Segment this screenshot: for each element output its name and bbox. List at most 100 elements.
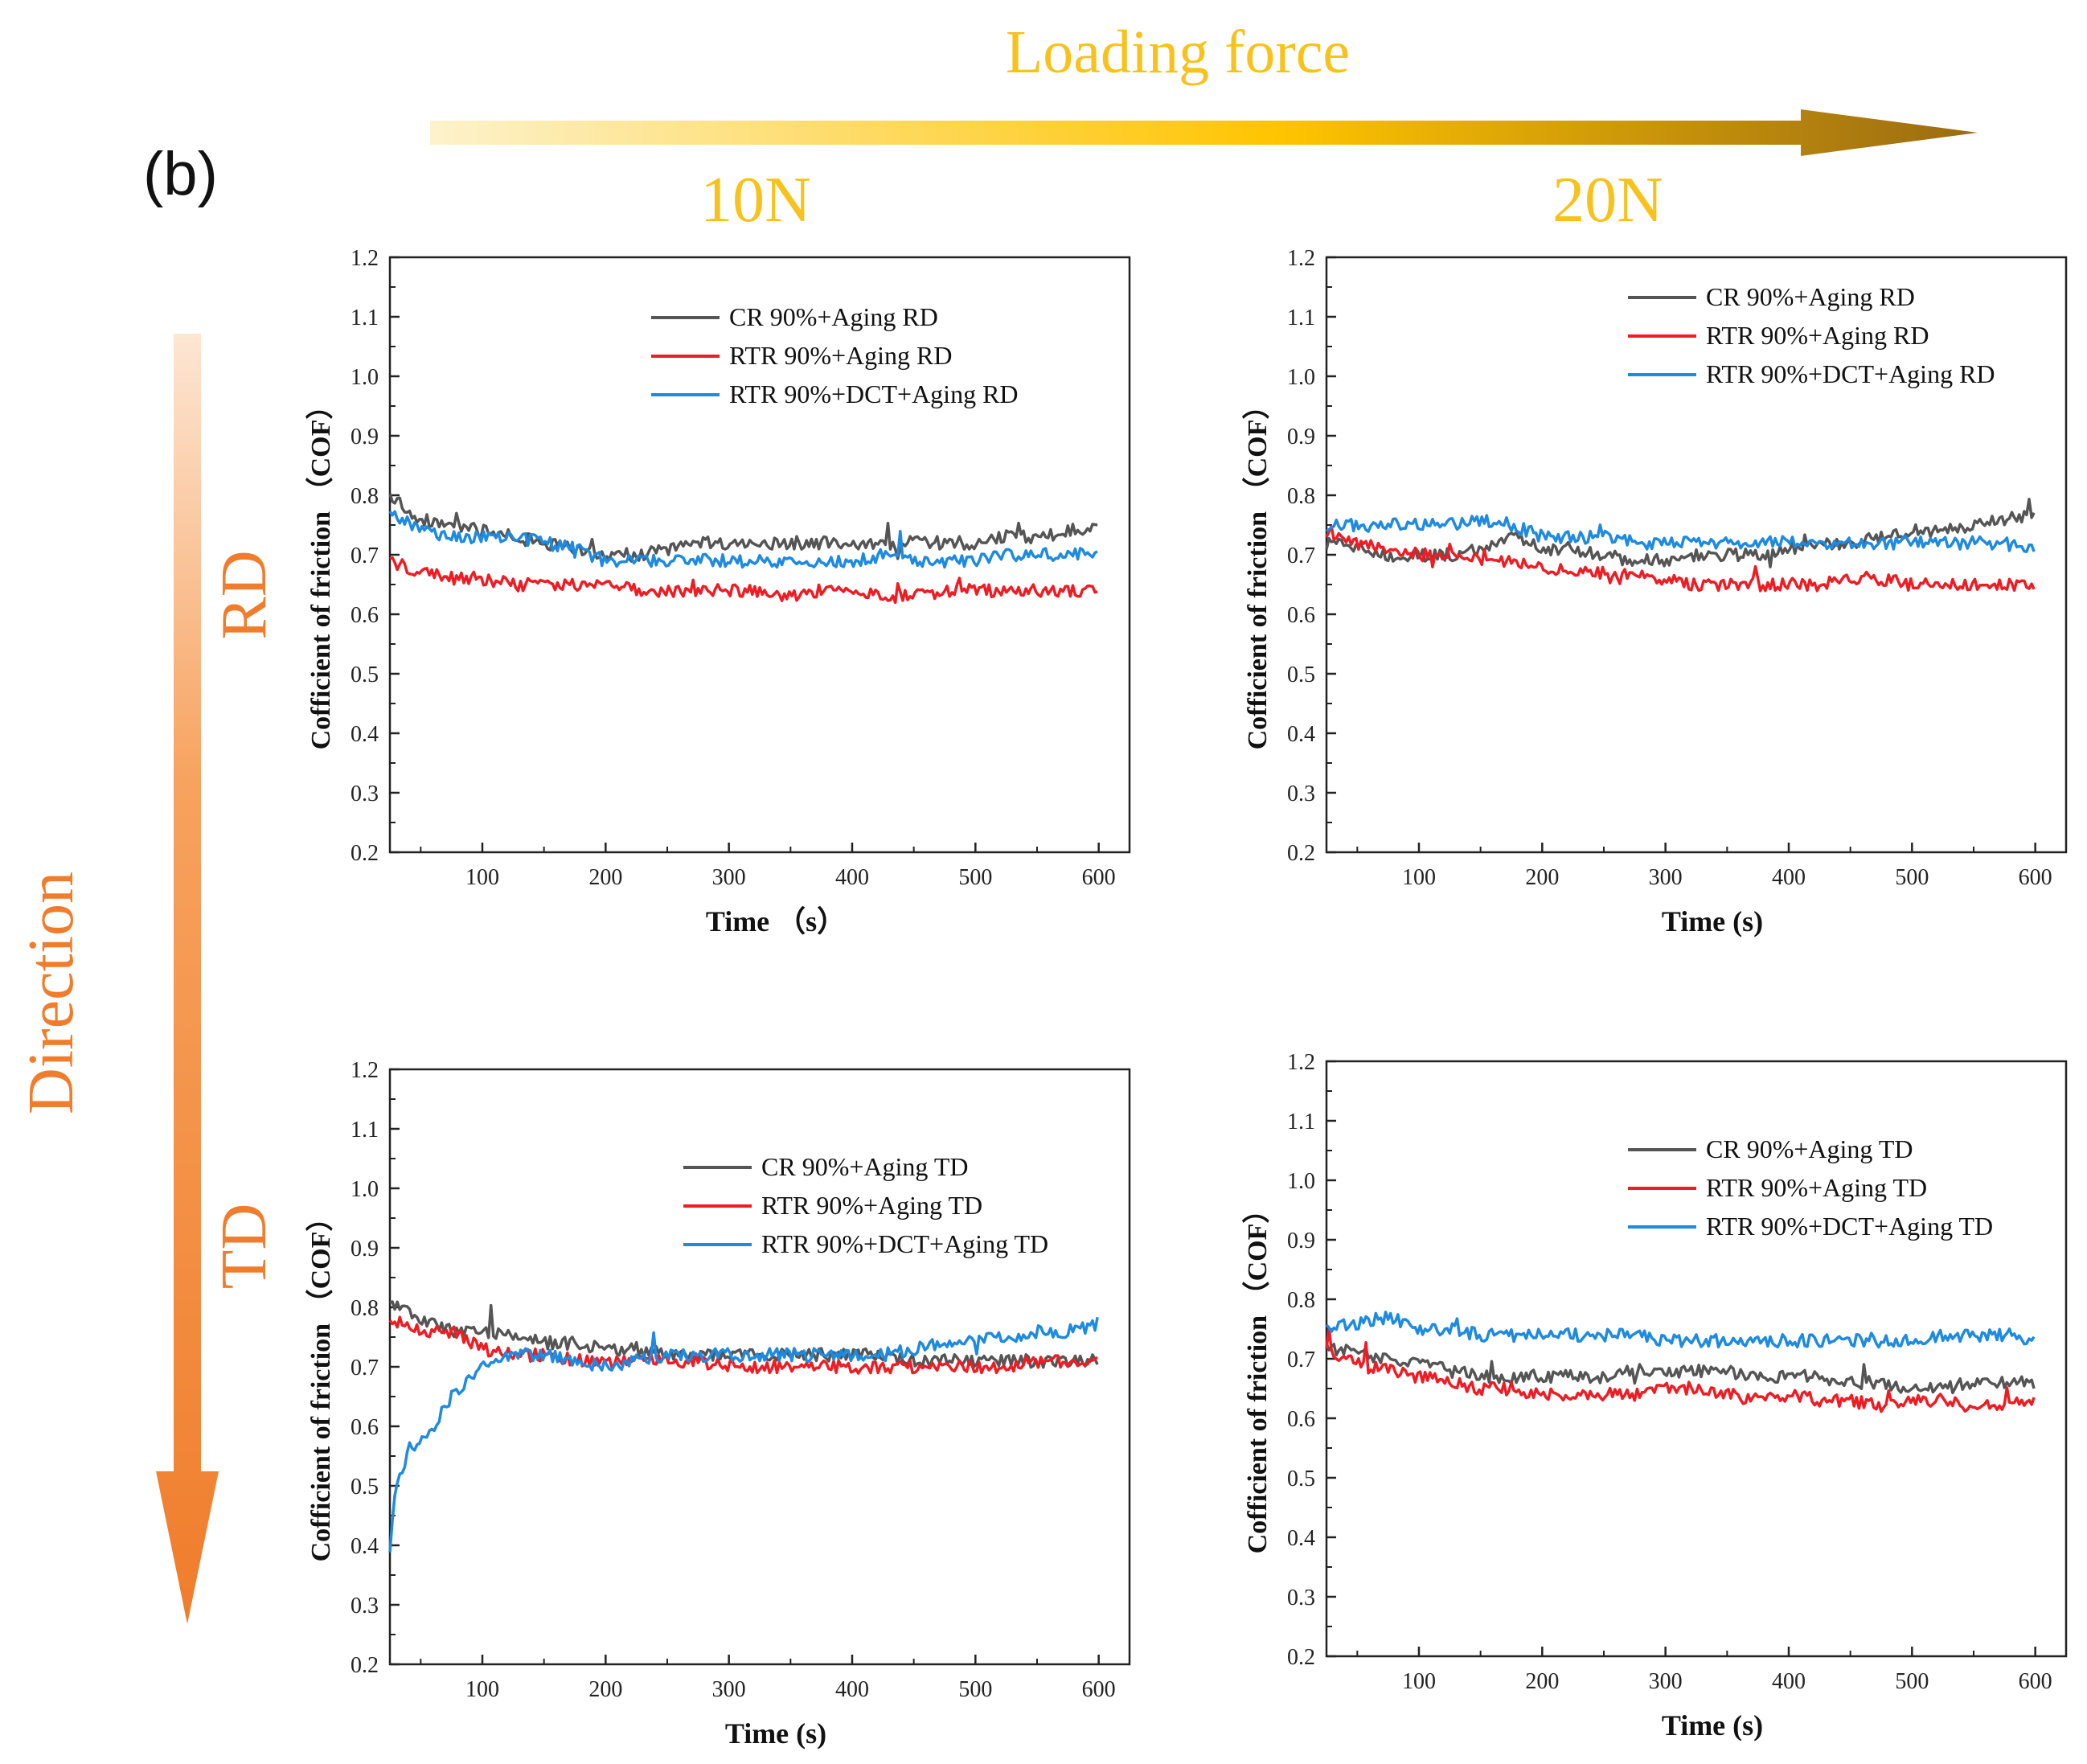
legend-entry: RTR 90%+Aging RD	[729, 341, 952, 370]
legend-entry: CR 90%+Aging TD	[1706, 1134, 1913, 1163]
y-tick-label: 0.4	[1287, 1526, 1315, 1551]
legend-entry: RTR 90%+DCT+Aging TD	[761, 1229, 1048, 1258]
y-tick-label: 1.1	[1287, 1110, 1315, 1134]
y-tick-label: 0.3	[351, 781, 379, 806]
y-tick-label: 0.3	[351, 1594, 379, 1618]
y-tick-label: 1.2	[351, 1058, 379, 1083]
x-tick-label: 500	[1895, 865, 1929, 890]
y-tick-label: 1.0	[351, 1177, 379, 1202]
y-tick-label: 0.5	[351, 663, 379, 687]
series-line-cr	[1325, 1342, 2036, 1395]
y-tick-label: 1.0	[1287, 1169, 1315, 1194]
x-tick-label: 300	[712, 865, 746, 890]
legend-entry: RTR 90%+Aging TD	[1706, 1173, 1927, 1202]
x-tick-label: 500	[958, 1677, 992, 1702]
legend-entry: RTR 90%+Aging RD	[1706, 321, 1929, 350]
y-tick-label: 0.8	[1287, 484, 1315, 509]
y-tick-label: 0.3	[1287, 1586, 1315, 1610]
y-tick-label: 0.4	[351, 722, 379, 747]
direction-arrow	[156, 334, 219, 1624]
chart-panel-20n-rd: 0.2 0.3 0.4 0.5 0.6 0.7 0.8 0.9 1.0 1.1 1.2 100 200 3…	[1241, 246, 2068, 937]
y-tick-label: 0.2	[1287, 1645, 1315, 1670]
x-tick-label: 500	[958, 865, 992, 890]
y-axis-label: Cofficient of friction （COF）	[305, 392, 336, 750]
y-axis-label: Cofficient of friction （COF）	[1241, 1196, 1273, 1554]
y-tick-label: 1.2	[1287, 246, 1315, 271]
x-tick-label: 300	[712, 1677, 746, 1702]
series-line-rtr	[389, 556, 1098, 605]
y-tick-label: 1.0	[351, 365, 379, 390]
y-tick-label: 1.2	[1287, 1050, 1315, 1075]
x-tick-label: 600	[2019, 865, 2052, 890]
x-tick-label: 100	[465, 1677, 499, 1702]
x-tick-label: 400	[1772, 1669, 1806, 1694]
series-line-rtr-dct	[1325, 1311, 2036, 1349]
x-tick-label: 200	[588, 1677, 622, 1702]
y-tick-label: 1.1	[351, 1118, 379, 1142]
x-tick-label: 100	[465, 865, 499, 890]
y-tick-label: 0.7	[351, 544, 379, 568]
legend: CR 90%+Aging TD RTR 90%+Aging TD RTR 90%+D…	[1628, 1134, 1993, 1241]
x-axis-label: Time （s）	[706, 905, 846, 937]
row-label-rd: RD	[209, 550, 280, 639]
y-tick-label: 0.2	[351, 1653, 379, 1678]
y-tick-label: 0.2	[351, 841, 379, 866]
x-tick-label: 400	[835, 1677, 869, 1702]
y-tick-label: 0.5	[1287, 1467, 1315, 1491]
y-tick-label: 0.4	[351, 1534, 379, 1559]
chart-panel-20n-td: 0.2 0.3 0.4 0.5 0.6 0.7 0.8 0.9 1.0 1.1 1.2 100 200 3…	[1241, 1050, 2068, 1741]
series-line-rtr	[1325, 1327, 2036, 1413]
series-line-rtr-dct	[388, 510, 1098, 569]
y-tick-label: 0.9	[1287, 425, 1315, 449]
column-label-10n: 10N	[700, 165, 811, 236]
y-tick-label: 0.7	[351, 1356, 379, 1380]
y-tick-label: 0.6	[1287, 603, 1315, 628]
x-tick-label: 200	[1525, 865, 1559, 890]
panel-label: (b)	[143, 140, 218, 208]
y-tick-label: 0.9	[1287, 1229, 1315, 1253]
legend-entry: RTR 90%+DCT+Aging RD	[1706, 359, 1995, 388]
legend-entry: RTR 90%+DCT+Aging TD	[1706, 1212, 1993, 1241]
y-tick-label: 0.6	[1287, 1407, 1315, 1432]
x-axis-label: Time (s)	[725, 1717, 826, 1750]
y-tick-label: 0.5	[1287, 663, 1315, 687]
y-tick-label: 0.7	[1287, 1348, 1315, 1372]
y-axis-label: Cofficient of friction （COF）	[1241, 392, 1273, 750]
series-line-cr	[1325, 498, 2036, 568]
loading-force-arrow	[430, 109, 1978, 156]
x-tick-label: 600	[1082, 865, 1116, 890]
legend-entry: CR 90%+Aging RD	[729, 302, 938, 331]
legend-entry: RTR 90%+Aging TD	[761, 1191, 982, 1220]
series-line-rtr	[1325, 525, 2036, 593]
y-tick-label: 0.2	[1287, 841, 1315, 866]
y-tick-label: 0.6	[351, 1415, 379, 1440]
x-tick-label: 200	[1525, 1669, 1559, 1694]
x-tick-label: 600	[1082, 1677, 1116, 1702]
x-axis-label: Time (s)	[1662, 1709, 1763, 1741]
y-tick-label: 1.1	[1287, 306, 1315, 330]
y-tick-label: 0.5	[351, 1475, 379, 1499]
legend: CR 90%+Aging RD RTR 90%+Aging RD RTR 90%+D…	[1628, 282, 1995, 388]
x-tick-label: 300	[1649, 1669, 1683, 1694]
x-tick-label: 600	[2019, 1669, 2052, 1694]
row-label-td: TD	[209, 1204, 280, 1290]
y-tick-label: 0.8	[1287, 1288, 1315, 1313]
y-tick-label: 0.3	[1287, 781, 1315, 806]
y-tick-label: 1.2	[351, 246, 379, 271]
y-tick-label: 0.6	[351, 603, 379, 628]
direction-label: Direction	[16, 872, 87, 1114]
y-axis-label: Cofficient of friction （COF）	[305, 1204, 336, 1562]
y-tick-label: 1.0	[1287, 365, 1315, 390]
legend-entry: CR 90%+Aging TD	[761, 1152, 968, 1181]
loading-force-label: Loading force	[1006, 18, 1350, 86]
y-tick-label: 1.1	[351, 306, 379, 330]
chart-panel-10n-td: 0.2 0.3 0.4 0.5 0.6 0.7 0.8 0.9 1.0 1.1 1.2 100 200 3…	[305, 1058, 1131, 1750]
series-line-rtr-dct	[388, 1316, 1099, 1553]
legend-entry: CR 90%+Aging RD	[1706, 282, 1915, 311]
charts-container: 0.2 0.3 0.4 0.5 0.6 0.7 0.8 0.9 1.0 1.1 1.2 100 200 3…	[305, 246, 2068, 1750]
y-tick-label: 0.4	[1287, 722, 1315, 747]
y-tick-label: 0.7	[1287, 544, 1315, 568]
x-tick-label: 300	[1649, 865, 1683, 890]
x-tick-label: 100	[1402, 1669, 1436, 1694]
